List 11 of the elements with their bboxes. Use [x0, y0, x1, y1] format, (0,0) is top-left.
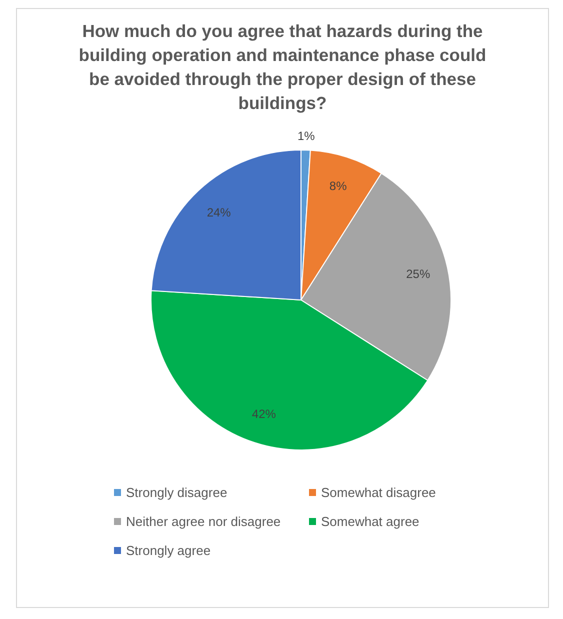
- data-label: 1%: [297, 129, 316, 144]
- legend-label: Neither agree nor disagree: [126, 514, 281, 529]
- data-label: 42%: [252, 407, 276, 422]
- chart-title: How much do you agree that hazards during the building operation and maintenance phase could be avoided through the proper design of these buildings?: [78, 20, 488, 115]
- legend-label: Strongly disagree: [126, 485, 228, 500]
- legend-label: Strongly agree: [126, 543, 211, 558]
- data-label: 24%: [206, 206, 232, 220]
- legend-label: Somewhat agree: [321, 514, 420, 529]
- legend-label: Somewhat disagree: [321, 485, 436, 500]
- data-label: 8%: [329, 178, 348, 193]
- data-label: 25%: [406, 266, 430, 281]
